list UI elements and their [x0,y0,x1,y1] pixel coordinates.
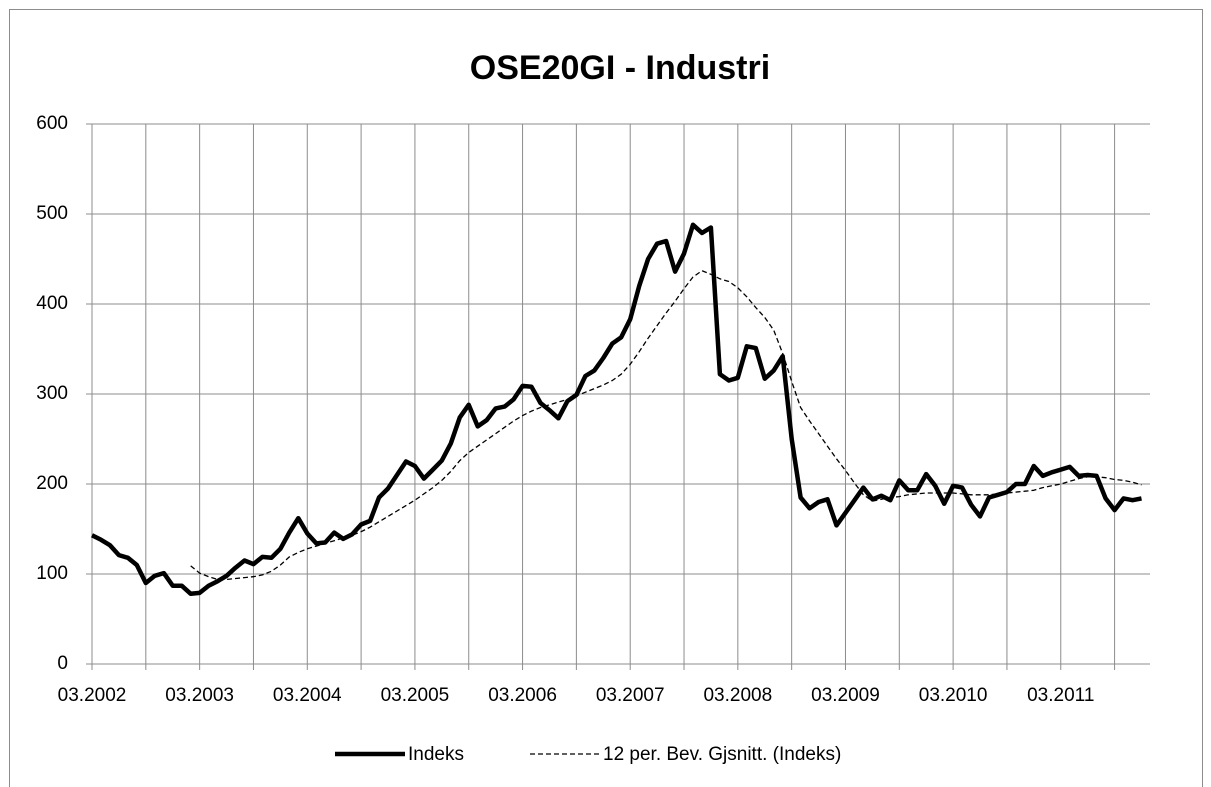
x-tick-label: 03.2009 [811,685,880,706]
legend-label: 12 per. Bev. Gjsnitt. (Indeks) [603,744,841,765]
chart-title: OSE20GI - Industri [470,49,770,87]
chart-frame [9,9,1203,787]
series-line [90,222,1142,597]
y-tick-label: 300 [36,383,68,404]
x-tick-label: 03.2008 [703,685,772,706]
x-tick-label: 03.2007 [596,685,665,706]
x-tick-label: 03.2010 [919,685,988,706]
x-tick-label: 03.2006 [488,685,557,706]
y-tick-label: 100 [36,563,68,584]
x-tick-label: 03.2002 [58,685,127,706]
x-tick-label: 03.2011 [1027,685,1094,706]
legend-label: Indeks [408,744,464,765]
x-tick-label: 03.2005 [381,685,450,706]
series-line [190,270,1142,581]
y-tick-label: 600 [36,113,68,134]
y-tick-label: 400 [36,293,68,314]
y-tick-label: 500 [36,203,68,224]
x-tick-label: 03.2003 [165,685,234,706]
x-tick-label: 03.2004 [273,685,342,706]
y-tick-label: 0 [57,653,68,674]
y-tick-label: 200 [36,473,68,494]
